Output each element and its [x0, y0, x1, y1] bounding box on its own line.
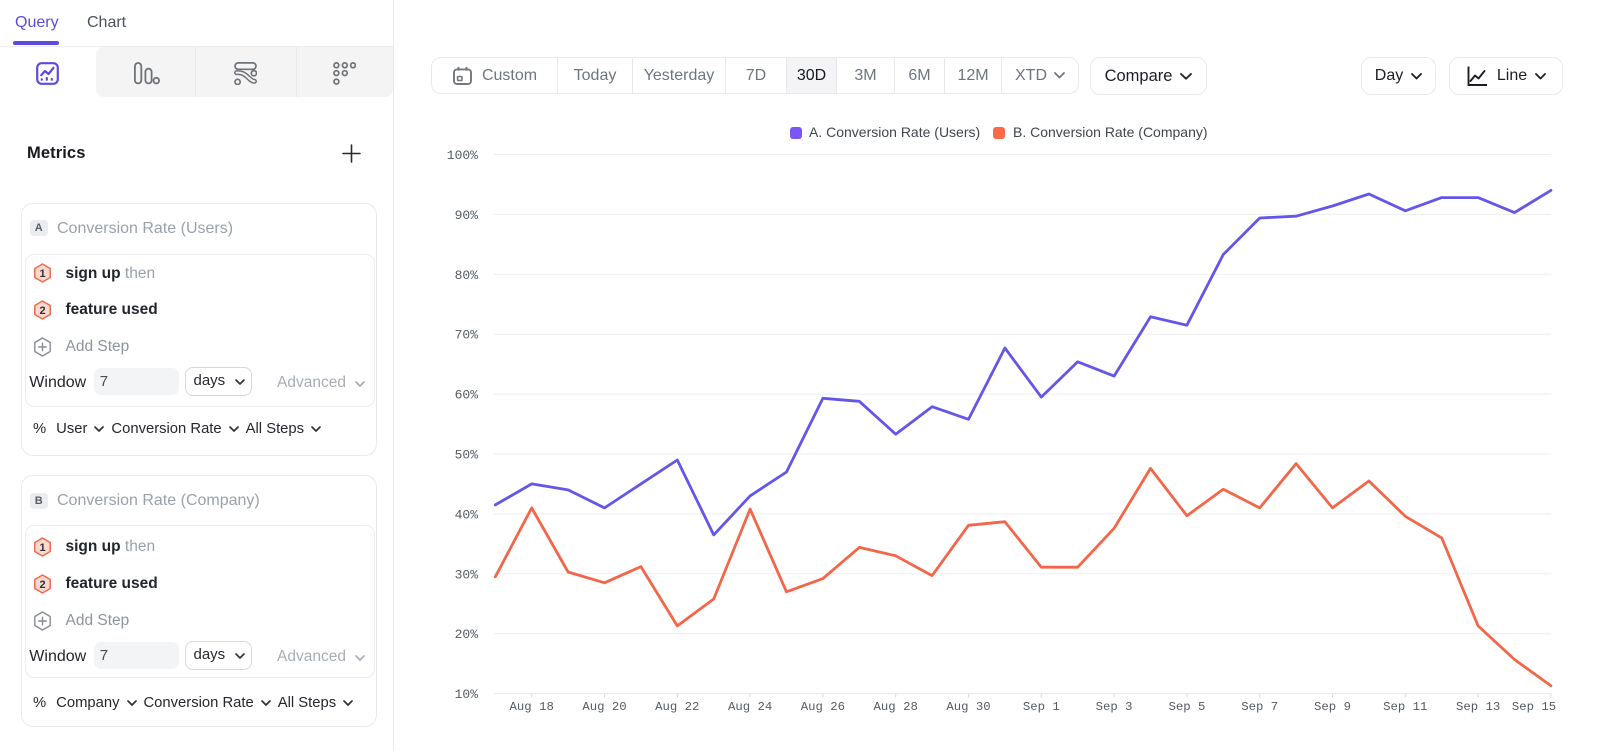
svg-text:40%: 40% — [455, 507, 479, 522]
svg-text:Aug 20: Aug 20 — [582, 700, 626, 714]
svg-text:Aug 24: Aug 24 — [728, 700, 772, 714]
svg-text:Sep 7: Sep 7 — [1241, 700, 1278, 714]
svg-text:Aug 26: Aug 26 — [801, 700, 845, 714]
svg-text:100%: 100% — [447, 148, 478, 163]
svg-text:Aug 28: Aug 28 — [874, 700, 918, 714]
svg-text:60%: 60% — [455, 388, 479, 403]
svg-text:50%: 50% — [455, 448, 479, 463]
svg-text:Sep 15: Sep 15 — [1512, 700, 1556, 714]
svg-text:20%: 20% — [455, 627, 479, 642]
svg-text:70%: 70% — [455, 328, 479, 343]
svg-text:90%: 90% — [455, 208, 479, 223]
svg-text:30%: 30% — [455, 567, 479, 582]
svg-text:Sep 3: Sep 3 — [1096, 700, 1133, 714]
svg-text:1: 1 — [39, 542, 45, 554]
svg-text:2: 2 — [39, 579, 45, 591]
svg-text:Aug 22: Aug 22 — [655, 700, 699, 714]
svg-text:10%: 10% — [455, 687, 479, 702]
svg-text:Aug 30: Aug 30 — [946, 700, 990, 714]
svg-text:2: 2 — [39, 305, 45, 317]
svg-text:Aug 18: Aug 18 — [510, 700, 554, 714]
svg-text:Sep 13: Sep 13 — [1456, 700, 1500, 714]
svg-text:Sep 5: Sep 5 — [1168, 700, 1205, 714]
svg-text:Sep 1: Sep 1 — [1023, 700, 1060, 714]
svg-text:80%: 80% — [455, 268, 479, 283]
svg-text:1: 1 — [39, 268, 45, 280]
svg-text:Sep 11: Sep 11 — [1383, 700, 1427, 714]
svg-text:Sep 9: Sep 9 — [1314, 700, 1351, 714]
